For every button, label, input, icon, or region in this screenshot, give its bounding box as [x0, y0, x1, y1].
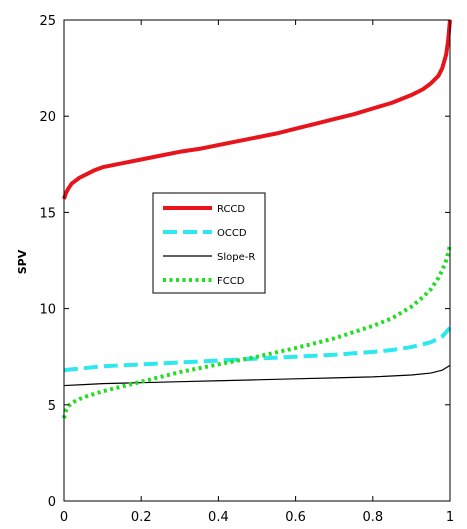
series-layer: [62, 19, 452, 419]
series-line-rccd: [62, 19, 452, 200]
y-tick-label-4: 20: [39, 110, 56, 125]
plot-frame: [63, 19, 451, 502]
y-tick-label-5: 25: [39, 14, 56, 29]
x-tick-label-0: 0: [60, 510, 68, 525]
y-tick-label-1: 5: [48, 399, 56, 414]
legend: RCCD OCCD Slope-R FCCD: [152, 192, 266, 294]
series-line-slope-r: [63, 364, 451, 387]
x-tick-label-4: 0.8: [362, 510, 383, 525]
y-axis-title: SPV: [16, 249, 29, 274]
x-tick-label-5: 1: [446, 510, 454, 525]
series-line-fccd: [62, 244, 452, 419]
legend-label-fccd: FCCD: [217, 276, 245, 287]
y-tick-label-2: 10: [39, 303, 56, 318]
series-line-occd: [63, 326, 452, 373]
legend-label-slope-r: Slope-R: [217, 252, 255, 263]
legend-items: RCCD OCCD Slope-R FCCD: [163, 204, 255, 287]
y-tick-label-0: 0: [48, 495, 56, 510]
legend-label-occd: OCCD: [217, 228, 247, 239]
x-tick-label-2: 0.4: [208, 510, 229, 525]
legend-label-rccd: RCCD: [217, 204, 245, 215]
x-tick-label-3: 0.6: [285, 510, 306, 525]
x-tick-label-1: 0.2: [131, 510, 152, 525]
y-tick-label-3: 15: [39, 206, 56, 221]
